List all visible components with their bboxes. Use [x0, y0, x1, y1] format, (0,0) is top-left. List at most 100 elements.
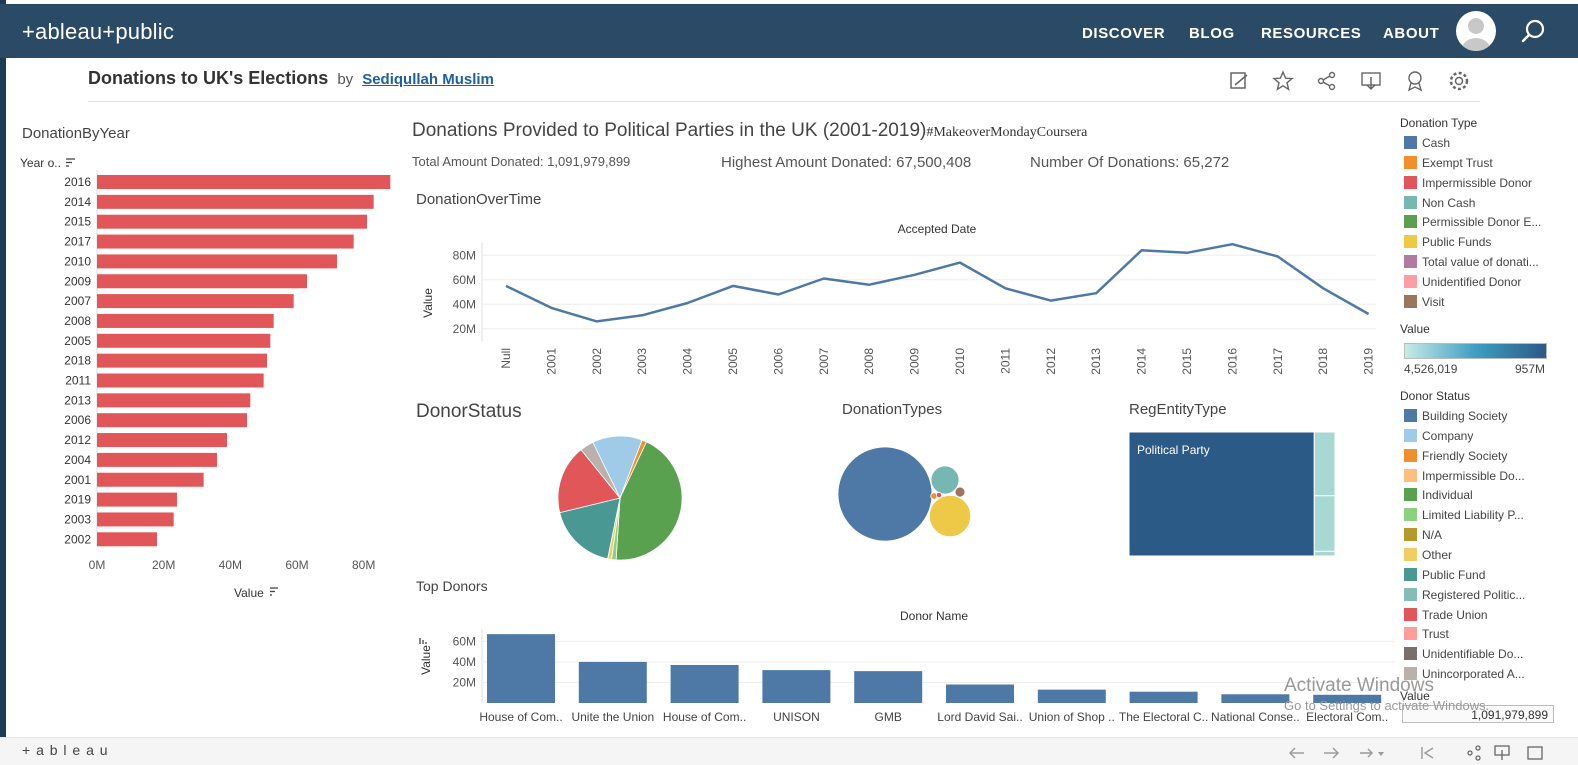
- author-link[interactable]: Sediqullah Muslim: [362, 71, 494, 88]
- legend-item-donor-status[interactable]: N/A: [1404, 528, 1442, 542]
- legend-item-donation-type[interactable]: Public Funds: [1404, 235, 1491, 249]
- pie-slice[interactable]: [557, 449, 621, 514]
- legend-item-donor-status[interactable]: Other: [1404, 547, 1452, 562]
- legend-swatch: [1404, 448, 1417, 462]
- year-bar[interactable]: [97, 194, 374, 209]
- year-bar[interactable]: [97, 452, 217, 467]
- year-bar[interactable]: [97, 472, 204, 487]
- year-bar[interactable]: [97, 214, 367, 229]
- donor-name-tick: Unite the Union: [571, 710, 654, 724]
- year-bar[interactable]: [97, 333, 271, 348]
- edit-icon[interactable]: [1228, 70, 1250, 92]
- window-edge: [0, 0, 6, 765]
- donor-bar[interactable]: [1221, 694, 1290, 703]
- donor-bar[interactable]: [1037, 689, 1106, 703]
- settings-gear-icon[interactable]: [1448, 70, 1470, 92]
- y-tick-label: 80M: [453, 248, 476, 262]
- legend-item-donor-status[interactable]: Registered Politic...: [1404, 587, 1525, 602]
- donation-over-time-line[interactable]: [505, 242, 1370, 323]
- donation-type-bubble[interactable]: [928, 494, 972, 538]
- revert-icon[interactable]: [1360, 748, 1384, 758]
- footer-share-icon[interactable]: [1467, 745, 1481, 761]
- year-bar[interactable]: [97, 492, 177, 507]
- year-bar[interactable]: [97, 373, 264, 388]
- download-icon[interactable]: [1360, 70, 1382, 92]
- legend-item-donation-type[interactable]: Exempt Trust: [1404, 155, 1493, 170]
- footer-tableau-logo[interactable]: + a b l e a u: [22, 742, 109, 758]
- year-bar[interactable]: [97, 433, 227, 448]
- undo-icon[interactable]: [1289, 747, 1304, 759]
- legend-item-donor-status[interactable]: Company: [1404, 428, 1473, 443]
- legend-item-donor-status[interactable]: Public Fund: [1404, 567, 1485, 582]
- donation-type-bubble[interactable]: [837, 446, 933, 542]
- share-icon[interactable]: [1316, 70, 1338, 92]
- pie-slice[interactable]: [559, 497, 621, 560]
- donation-type-bubble[interactable]: [935, 491, 943, 499]
- year-bar[interactable]: [97, 353, 267, 368]
- donation-type-bubble[interactable]: [930, 465, 960, 495]
- treemap-cell-political-party[interactable]: [1129, 432, 1315, 557]
- legend-item-donation-type[interactable]: Non Cash: [1404, 195, 1475, 210]
- badge-icon[interactable]: [1404, 70, 1426, 92]
- year-bar[interactable]: [97, 313, 274, 328]
- treemap-cell[interactable]: [1313, 495, 1336, 552]
- legend-item-donor-status[interactable]: Individual: [1404, 488, 1473, 502]
- first-page-icon[interactable]: [1421, 747, 1434, 759]
- legend-item-donation-type[interactable]: Visit: [1404, 294, 1444, 309]
- search-icon[interactable]: [1520, 18, 1546, 44]
- redo-icon[interactable]: [1324, 747, 1339, 759]
- legend-item-donor-status[interactable]: Unincorporated A...: [1404, 667, 1525, 681]
- legend-swatch: [1404, 567, 1417, 581]
- legend-item-donor-status[interactable]: Unidentifiable Do...: [1404, 647, 1523, 661]
- legend-item-donation-type[interactable]: Impermissible Donor: [1404, 175, 1532, 190]
- legend-item-donor-status[interactable]: Trade Union: [1404, 607, 1488, 622]
- favorite-star-icon[interactable]: [1272, 70, 1294, 92]
- pie-slice[interactable]: [619, 439, 647, 499]
- year-sort-icon[interactable]: [66, 158, 75, 167]
- legend-item-donation-type[interactable]: Unidentified Donor: [1404, 274, 1521, 289]
- nav-blog[interactable]: BLOG: [1189, 25, 1235, 42]
- legend-item-donation-type[interactable]: Permissible Donor E...: [1404, 215, 1541, 229]
- value-field-label: Value: [234, 586, 264, 600]
- donor-bar[interactable]: [854, 671, 923, 703]
- nav-resources[interactable]: RESOURCES: [1261, 25, 1362, 42]
- year-bar[interactable]: [97, 234, 354, 249]
- legend-item-donor-status[interactable]: Impermissible Do...: [1404, 468, 1525, 483]
- legend-item-donation-type[interactable]: Total value of donati...: [1404, 255, 1539, 269]
- footer-download-icon[interactable]: [1494, 745, 1510, 760]
- year-bar[interactable]: [97, 175, 391, 189]
- donor-bar[interactable]: [1129, 691, 1198, 703]
- year-bar[interactable]: [97, 294, 294, 309]
- legend-item-donation-type[interactable]: Cash: [1404, 136, 1450, 150]
- legend-item-donor-status[interactable]: Limited Liability P...: [1404, 508, 1524, 522]
- year-bar[interactable]: [97, 254, 337, 269]
- year-bar[interactable]: [97, 532, 157, 547]
- donation-type-bubble[interactable]: [954, 486, 966, 498]
- year-bar[interactable]: [97, 512, 174, 527]
- fullscreen-icon[interactable]: [1527, 746, 1543, 760]
- tableau-public-logo[interactable]: +ableau+public: [22, 19, 175, 44]
- legend-swatch: [1404, 155, 1417, 169]
- top-donors-sort-icon[interactable]: [419, 638, 427, 644]
- year-bar[interactable]: [97, 274, 307, 289]
- nav-discover[interactable]: DISCOVER: [1082, 25, 1166, 42]
- donor-bar[interactable]: [670, 664, 739, 703]
- donor-bar[interactable]: [578, 661, 647, 703]
- donor-bar[interactable]: [946, 684, 1014, 704]
- donor-bar[interactable]: [762, 670, 831, 703]
- legend-item-donor-status[interactable]: Trust: [1404, 627, 1449, 641]
- year-label: 2009: [64, 274, 91, 288]
- donor-bar[interactable]: [1313, 694, 1382, 703]
- year-bar[interactable]: [97, 393, 251, 408]
- user-avatar[interactable]: [1456, 11, 1496, 51]
- treemap-cell[interactable]: [1313, 432, 1336, 497]
- nav-about[interactable]: ABOUT: [1383, 25, 1440, 42]
- year-label: 2013: [64, 393, 91, 407]
- year-label: 2008: [64, 314, 91, 328]
- value-sort-icon[interactable]: [270, 587, 278, 596]
- treemap-cell[interactable]: [1313, 550, 1336, 557]
- legend-item-donor-status[interactable]: Building Society: [1404, 409, 1507, 423]
- donor-bar[interactable]: [487, 634, 555, 703]
- legend-item-donor-status[interactable]: Friendly Society: [1404, 448, 1507, 463]
- year-bar[interactable]: [97, 413, 247, 428]
